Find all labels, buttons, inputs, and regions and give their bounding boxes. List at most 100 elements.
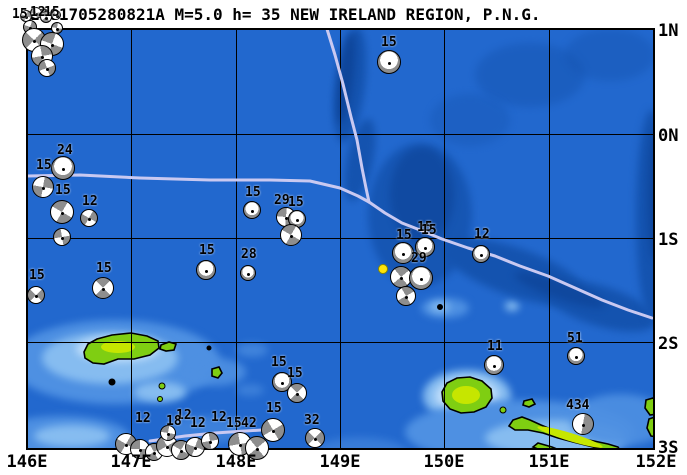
lon-axis-label: 147E — [110, 452, 152, 472]
islet-dot — [108, 378, 116, 386]
lon-axis-label: 152E — [635, 452, 677, 472]
bathymetry-blob — [134, 382, 186, 402]
event-epicenter-marker[interactable] — [378, 264, 388, 274]
depth-label: 12 — [474, 227, 490, 242]
lat-axis-label: 1N — [658, 21, 679, 41]
depth-label: 434 — [566, 398, 590, 413]
depth-label: 15 — [271, 355, 287, 370]
lon-axis-label: 148E — [215, 452, 257, 472]
depth-label: 29 — [274, 193, 290, 208]
focal-mechanism-beachball[interactable] — [196, 260, 216, 280]
focal-mechanism-beachball[interactable] — [396, 286, 416, 306]
focal-mechanism-beachball[interactable] — [53, 228, 71, 246]
focal-mechanism-beachball[interactable] — [27, 286, 45, 304]
depth-label: 12 — [190, 416, 206, 431]
grid-line-meridian — [131, 29, 132, 449]
focal-mechanism-beachball[interactable] — [243, 201, 261, 219]
focal-mechanism-beachball[interactable] — [50, 200, 74, 224]
focal-mechanism-beachball[interactable] — [32, 176, 54, 198]
depth-label: 24 — [57, 143, 73, 158]
islet-dot — [206, 345, 212, 351]
depth-label: 15 — [36, 158, 52, 173]
focal-mechanism-beachball[interactable] — [409, 266, 433, 290]
focal-mechanism-beachball[interactable] — [38, 59, 56, 77]
map-canvas — [27, 29, 654, 449]
focal-mechanism-beachball[interactable] — [415, 237, 435, 257]
focal-mechanism-beachball[interactable] — [484, 355, 504, 375]
bathymetry-blob — [565, 29, 654, 81]
focal-mechanism-beachball[interactable] — [51, 10, 61, 20]
island-highland-patch — [537, 426, 603, 448]
focal-mechanism-beachball[interactable] — [472, 245, 490, 263]
depth-label: 15 — [55, 183, 71, 198]
grid-line-parallel — [27, 342, 654, 343]
focal-mechanism-beachball[interactable] — [287, 383, 307, 403]
focal-mechanism-beachball[interactable] — [272, 372, 292, 392]
focal-mechanism-beachball[interactable] — [80, 209, 98, 227]
islet-chain — [522, 398, 537, 408]
bathymetry-blob — [310, 437, 410, 449]
lon-axis-label: 150E — [423, 452, 465, 472]
depth-label: 15 — [29, 268, 45, 283]
depth-label: 12 — [30, 5, 46, 20]
focal-mechanism-beachball[interactable] — [280, 224, 302, 246]
boundary-west-east — [27, 173, 371, 204]
bathymetry-blob — [430, 94, 510, 146]
depth-label: 15 — [381, 35, 397, 50]
lat-axis-label: 1S — [658, 230, 679, 250]
island-highland-patch — [452, 386, 480, 404]
depth-label: 15 — [287, 366, 303, 381]
focal-mechanism-beachball[interactable] — [245, 436, 269, 460]
bathymetry-blob — [34, 425, 110, 447]
depth-label: 12 — [82, 194, 98, 209]
bathymetry-blob — [505, 301, 519, 311]
focal-mechanism-beachball[interactable] — [92, 277, 114, 299]
lat-axis-label: 2S — [658, 334, 679, 354]
depth-label: 15 — [266, 401, 282, 416]
focal-mechanism-beachball[interactable] — [567, 347, 585, 365]
depth-label: 32 — [304, 413, 320, 428]
depth-label: 15 — [417, 220, 433, 235]
focal-mechanism-beachball[interactable] — [160, 425, 176, 441]
islet-dot — [157, 396, 163, 402]
lon-axis-label: 146E — [6, 452, 48, 472]
depth-label: 12 — [135, 411, 151, 426]
islet-dot — [499, 406, 507, 414]
lat-axis-label: 3S — [658, 438, 679, 458]
depth-label: 15 — [245, 185, 261, 200]
focal-mechanism-beachball[interactable] — [377, 50, 401, 74]
page-title: E201705280821A M=5.0 h= 35 NEW IRELAND R… — [30, 5, 541, 24]
depth-label: 18 — [166, 414, 182, 429]
grid-line-parallel — [27, 238, 654, 239]
depth-label: 15 — [226, 416, 242, 431]
grid-line-parallel — [27, 134, 654, 135]
focal-mechanism-beachball[interactable] — [240, 265, 256, 281]
boundary-to-southeast — [367, 200, 654, 320]
lat-axis-label: 0N — [658, 126, 679, 146]
bathymetry-blob — [648, 130, 654, 260]
bathymetry-blob — [236, 384, 264, 396]
island-highland-patch — [101, 341, 135, 353]
focal-mechanism-beachball[interactable] — [261, 418, 285, 442]
depth-label: 15 — [288, 195, 304, 210]
focal-mechanism-beachball[interactable] — [51, 156, 75, 180]
bathymetry-blob — [475, 43, 585, 107]
depth-label: 12 — [176, 408, 192, 423]
depth-label: 15 — [12, 7, 28, 22]
focal-mechanism-beachball[interactable] — [572, 413, 594, 435]
depth-label: 15 — [199, 243, 215, 258]
focal-mechanism-beachball[interactable] — [392, 242, 414, 264]
focal-mechanism-beachball[interactable] — [201, 432, 219, 450]
depth-label: 15 — [96, 261, 112, 276]
grid-line-meridian — [549, 29, 550, 449]
depth-label: 15 — [396, 228, 412, 243]
focal-mechanism-beachball[interactable] — [305, 428, 325, 448]
depth-label: 51 — [567, 331, 583, 346]
islands-layer — [83, 304, 654, 449]
bathymetry-blob — [236, 343, 268, 357]
depth-label: 28 — [241, 247, 257, 262]
boundary-from-north — [325, 29, 371, 204]
islet-dot — [158, 382, 166, 390]
